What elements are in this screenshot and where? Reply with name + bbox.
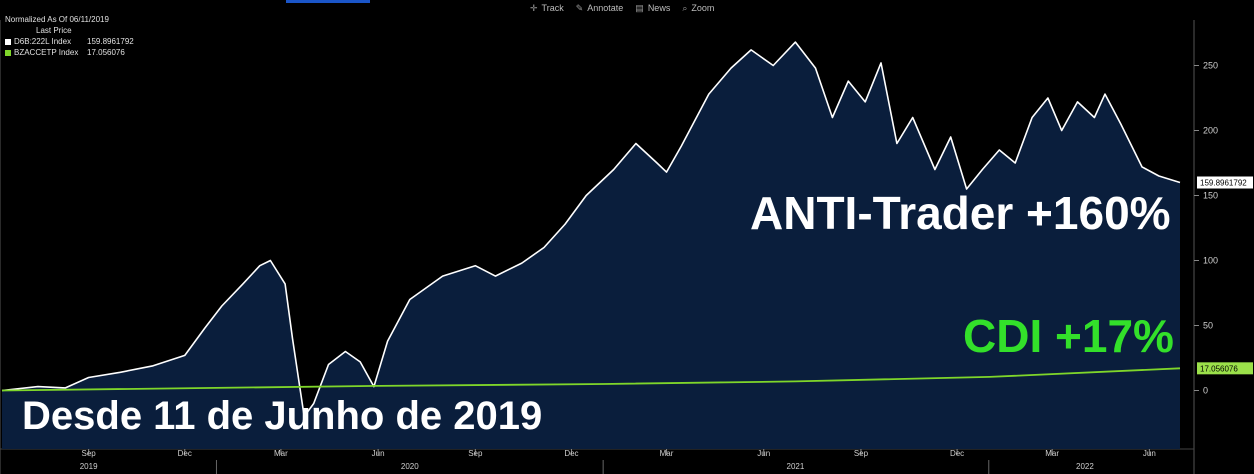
last-value-tags: 159.8961792 17.056076	[1197, 176, 1253, 375]
x-year-label: 2021	[787, 462, 805, 471]
legend-swatch-anti	[5, 38, 11, 45]
anti-trader-area	[2, 42, 1180, 449]
start-date-annotation: Desde 11 de Junho de 2019	[22, 394, 543, 438]
x-tick-label: Jun	[372, 449, 385, 458]
crosshair-icon: ✛	[530, 2, 538, 13]
x-tick-label: Dec	[950, 449, 964, 458]
x-tick-label: Mar	[660, 449, 674, 458]
y-tick-label: 0	[1203, 386, 1208, 396]
x-tick-label: Dec	[564, 449, 578, 458]
legend-subheader: Last Price	[36, 26, 72, 35]
blue-tab-indicator-2	[352, 0, 370, 3]
anti-last-value-box	[1197, 176, 1253, 189]
legend-header: Normalized As Of 06/11/2019	[5, 15, 109, 24]
legend-entry-anti[interactable]: D6B:222L Index 159.8961792	[5, 36, 134, 47]
legend-value-anti: 159.8961792	[87, 37, 134, 46]
x-tick-label: Mar	[274, 449, 288, 458]
anti-trader-line	[1, 41, 1181, 418]
x-tick-label: Jun	[757, 449, 770, 458]
track-label: Track	[541, 3, 564, 13]
news-label: News	[647, 3, 671, 13]
annotate-label: Annotate	[587, 3, 624, 13]
anti-last-value: 159.8961792	[1200, 179, 1247, 188]
pen-icon: ✎	[575, 2, 584, 13]
newspaper-icon: ▤	[635, 2, 644, 13]
zoom-label: Zoom	[691, 3, 715, 13]
legend: Normalized As Of 06/11/2019 Last Price D…	[5, 14, 134, 58]
zoom-button[interactable]: ⌕ Zoom	[682, 3, 714, 14]
annotate-button[interactable]: ✎ Annotate	[576, 3, 624, 14]
x-tick-label: Sep	[468, 449, 483, 458]
cdi-last-value: 17.056076	[1200, 364, 1238, 373]
x-tick-label: Sep	[82, 449, 97, 458]
x-tick-label: Jun	[1143, 449, 1156, 458]
chart-toolbar: ✛ Track ✎ Annotate ▤ News ⌕ Zoom	[530, 0, 714, 16]
cdi-annotation: CDI +17%	[963, 310, 1174, 362]
x-axis: JunSepDecMarJunSepDecMarJunSepDecMarJun2…	[80, 449, 1156, 474]
track-button[interactable]: ✛ Track	[530, 3, 564, 14]
y-tick-label: 250	[1203, 61, 1218, 71]
legend-name-cdi: BZACCETP Index	[14, 48, 79, 57]
y-tick-label: 100	[1203, 256, 1218, 266]
news-button[interactable]: ▤ News	[635, 3, 670, 14]
blue-tab-indicator	[286, 0, 364, 3]
y-tick-label: 50	[1203, 321, 1213, 331]
y-axis: 0 50 100 150 200 250	[1194, 61, 1218, 396]
x-year-label: 2019	[80, 462, 98, 471]
legend-name-anti: D6B:222L Index	[14, 37, 72, 46]
x-tick-label: Sep	[854, 449, 869, 458]
y-tick-label: 200	[1203, 126, 1218, 136]
anti-trader-annotation: ANTI-Trader +160%	[750, 187, 1171, 239]
legend-entry-cdi[interactable]: BZACCETP Index 17.056076	[5, 47, 134, 58]
y-tick-label: 150	[1203, 191, 1218, 201]
magnifier-icon: ⌕	[682, 2, 688, 13]
cdi-layer	[1, 367, 1181, 392]
x-tick-label: Mar	[1045, 449, 1059, 458]
legend-value-cdi: 17.056076	[87, 48, 125, 57]
area-layer	[1, 41, 1181, 449]
cdi-last-value-box	[1197, 362, 1253, 375]
cdi-line	[1, 367, 1181, 392]
x-year-label: 2020	[401, 462, 419, 471]
legend-swatch-cdi	[5, 49, 11, 56]
x-tick-label: Dec	[178, 449, 192, 458]
x-year-label: 2022	[1076, 462, 1094, 471]
